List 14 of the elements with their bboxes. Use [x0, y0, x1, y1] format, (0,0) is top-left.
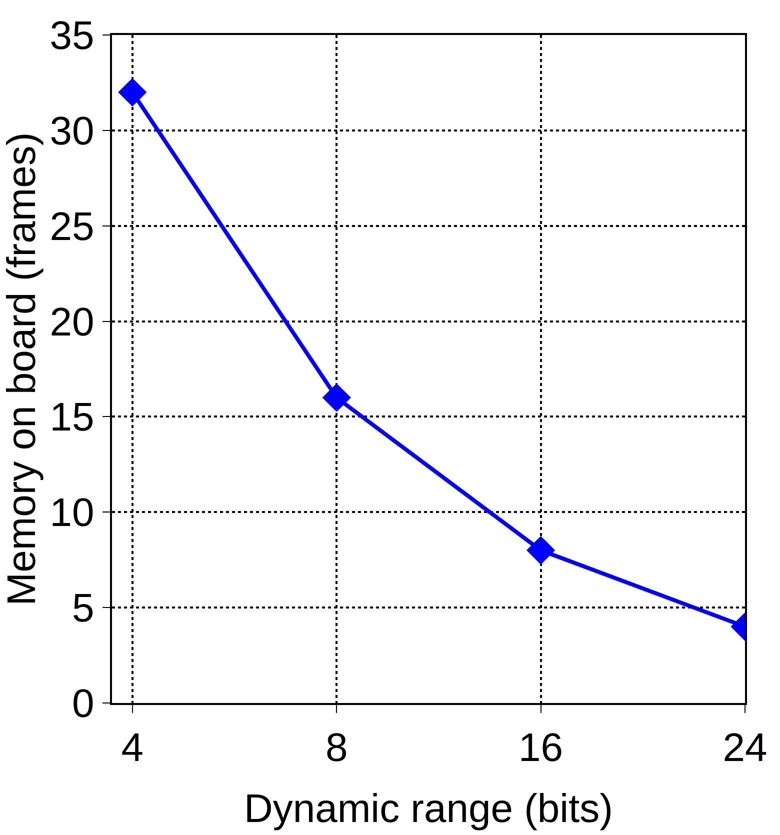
y-axis-title: Memory on board (frames)	[0, 132, 44, 606]
y-tick-label: 10	[50, 491, 94, 536]
x-axis-title: Dynamic range (bits)	[244, 786, 614, 831]
y-tick-label: 25	[50, 204, 94, 249]
y-tick-label: 30	[50, 109, 94, 154]
x-tick-label: 4	[121, 726, 144, 770]
x-tick-label: 8	[325, 726, 348, 770]
y-tick-label: 35	[50, 14, 94, 58]
x-tick-label: 24	[722, 726, 768, 770]
y-tick-label: 0	[72, 682, 94, 726]
y-tick-label: 5	[72, 586, 94, 631]
x-tick-label: 16	[518, 726, 564, 770]
y-tick-label: 20	[50, 300, 94, 344]
y-tick-label: 15	[50, 396, 94, 440]
